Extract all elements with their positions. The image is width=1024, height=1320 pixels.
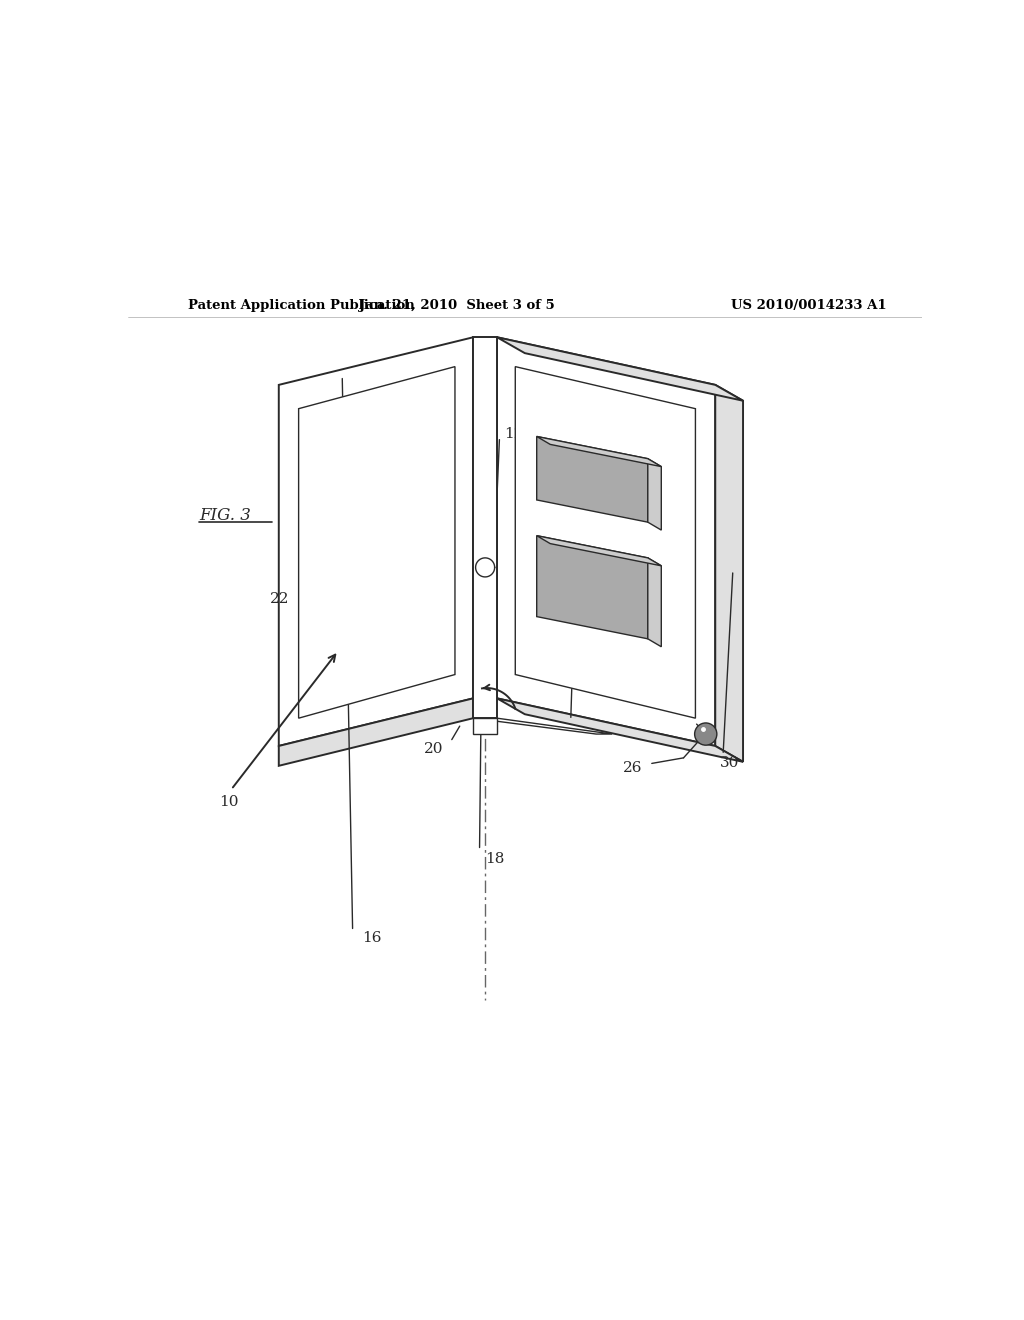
Polygon shape — [299, 367, 455, 718]
Text: 20: 20 — [424, 742, 443, 756]
Text: 34: 34 — [580, 479, 597, 492]
Text: 28: 28 — [583, 455, 602, 469]
Polygon shape — [497, 337, 715, 746]
Text: Patent Application Publication: Patent Application Publication — [187, 300, 415, 312]
Text: FIG. 3: FIG. 3 — [200, 507, 251, 524]
Text: Jan. 21, 2010  Sheet 3 of 5: Jan. 21, 2010 Sheet 3 of 5 — [359, 300, 555, 312]
Polygon shape — [473, 718, 497, 734]
Polygon shape — [497, 698, 743, 762]
Polygon shape — [279, 337, 473, 746]
Polygon shape — [515, 367, 695, 718]
Text: 10: 10 — [219, 795, 239, 809]
Text: 26: 26 — [623, 762, 642, 775]
Circle shape — [694, 723, 717, 746]
Polygon shape — [537, 536, 662, 566]
Polygon shape — [648, 458, 662, 531]
Text: US 2010/0014233 A1: US 2010/0014233 A1 — [731, 300, 887, 312]
Polygon shape — [279, 698, 473, 766]
Polygon shape — [715, 385, 743, 762]
Text: 32: 32 — [579, 589, 595, 602]
Text: 22: 22 — [269, 593, 289, 606]
Polygon shape — [537, 437, 662, 466]
Polygon shape — [537, 536, 648, 639]
Polygon shape — [648, 558, 662, 647]
Polygon shape — [473, 337, 497, 718]
Polygon shape — [497, 337, 743, 401]
Text: 12: 12 — [504, 428, 523, 441]
Polygon shape — [473, 718, 612, 734]
Polygon shape — [537, 437, 648, 523]
Text: 30: 30 — [720, 756, 739, 771]
Text: 18: 18 — [485, 851, 505, 866]
Text: 24: 24 — [390, 631, 410, 645]
Text: 16: 16 — [362, 931, 382, 945]
